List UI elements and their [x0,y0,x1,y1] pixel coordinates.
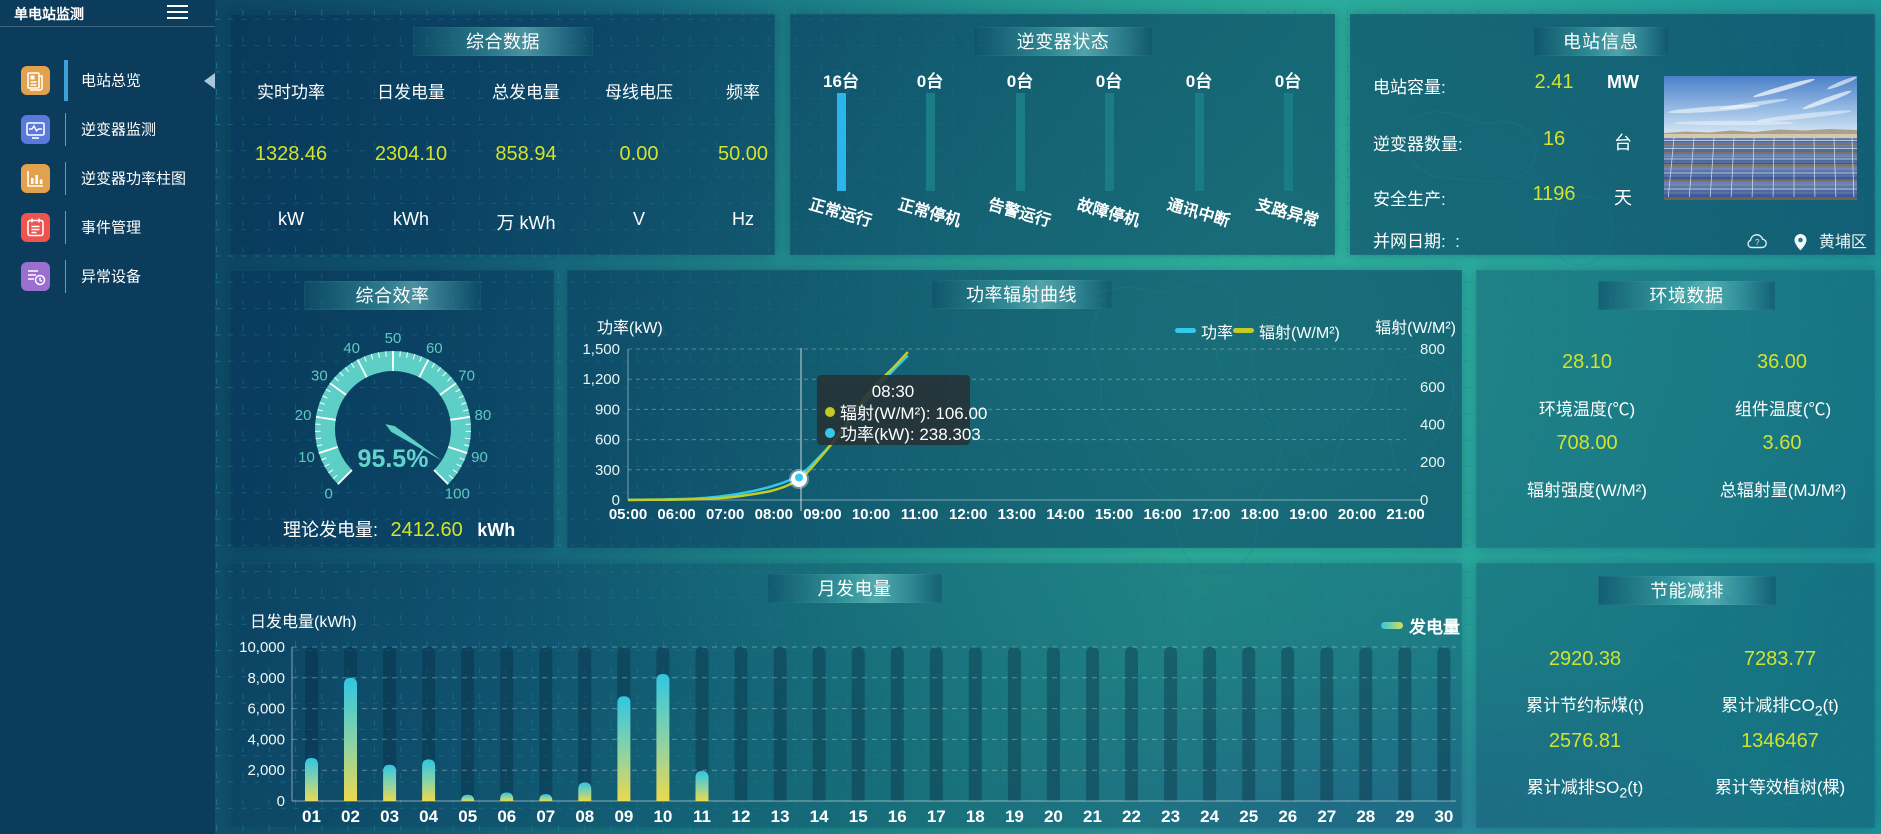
svg-text:14: 14 [810,807,829,826]
svg-text:6,000: 6,000 [247,701,285,718]
svg-text:19:00: 19:00 [1289,506,1327,523]
svg-text:08:00: 08:00 [755,506,793,523]
svg-text:26: 26 [1278,807,1297,826]
svg-text:13:00: 13:00 [998,506,1036,523]
svg-text:19: 19 [1005,807,1024,826]
svg-text:06:00: 06:00 [657,506,695,523]
svg-text:16:00: 16:00 [1143,506,1181,523]
svg-text:10: 10 [653,807,672,826]
svg-text:功率(kW): 功率(kW) [597,319,663,337]
svg-text:09:00: 09:00 [803,506,841,523]
svg-text:10: 10 [298,449,315,466]
svg-text:0: 0 [325,485,333,502]
svg-text:12:00: 12:00 [949,506,987,523]
svg-text:0: 0 [277,793,285,810]
svg-text:05: 05 [458,807,477,826]
svg-text:29: 29 [1395,807,1414,826]
svg-text:12: 12 [732,807,751,826]
svg-text:200: 200 [1420,454,1445,471]
svg-text:21:00: 21:00 [1386,506,1424,523]
svg-text:11:00: 11:00 [901,506,939,523]
svg-text:60: 60 [426,340,443,357]
svg-text:10,000: 10,000 [239,639,285,656]
svg-text:0: 0 [1420,492,1428,509]
svg-text:40: 40 [343,340,360,357]
svg-text:20: 20 [295,407,312,424]
svg-text:14:00: 14:00 [1046,506,1084,523]
svg-text:08:30: 08:30 [872,382,915,401]
svg-text:95.5%: 95.5% [358,445,429,473]
svg-text:30: 30 [311,368,328,385]
svg-text:4,000: 4,000 [247,731,285,748]
svg-text:50: 50 [385,330,402,347]
svg-text:辐射(W/M²): 辐射(W/M²) [1259,324,1340,342]
svg-text:02: 02 [341,807,360,826]
svg-text:20:00: 20:00 [1338,506,1376,523]
svg-text:0: 0 [612,492,620,509]
svg-text:09: 09 [614,807,633,826]
svg-text:10:00: 10:00 [852,506,890,523]
svg-text:辐射(W/M²): 106.00: 辐射(W/M²): 106.00 [840,404,987,423]
svg-text:900: 900 [595,401,620,418]
svg-text:功率(kW): 238.303: 功率(kW): 238.303 [840,425,981,444]
svg-text:22: 22 [1122,807,1141,826]
svg-text:28: 28 [1356,807,1375,826]
svg-text:?: ? [1755,238,1760,247]
svg-text:400: 400 [1420,417,1445,434]
svg-text:发电量: 发电量 [1408,617,1460,637]
svg-text:600: 600 [1420,379,1445,396]
svg-text:600: 600 [595,432,620,449]
svg-text:300: 300 [595,462,620,479]
svg-text:13: 13 [771,807,790,826]
svg-text:08: 08 [575,807,594,826]
svg-text:30: 30 [1434,807,1453,826]
svg-text:1,500: 1,500 [582,341,620,358]
svg-text:18:00: 18:00 [1241,506,1279,523]
svg-text:100: 100 [445,485,470,502]
svg-text:17: 17 [927,807,946,826]
svg-text:17:00: 17:00 [1192,506,1230,523]
svg-text:800: 800 [1420,341,1445,358]
svg-text:27: 27 [1317,807,1336,826]
svg-text:1,200: 1,200 [582,371,620,388]
svg-text:辐射(W/M²): 辐射(W/M²) [1375,319,1456,337]
svg-text:18: 18 [966,807,985,826]
svg-text:23: 23 [1161,807,1180,826]
svg-text:2,000: 2,000 [247,762,285,779]
svg-text:16: 16 [888,807,907,826]
svg-text:11: 11 [693,807,711,826]
svg-text:8,000: 8,000 [247,670,285,687]
svg-text:80: 80 [475,407,492,424]
svg-text:24: 24 [1200,807,1219,826]
svg-text:05:00: 05:00 [609,506,647,523]
svg-text:25: 25 [1239,807,1258,826]
svg-text:20: 20 [1044,807,1063,826]
svg-text:70: 70 [458,368,475,385]
svg-text:01: 01 [302,807,321,826]
svg-text:功率: 功率 [1201,324,1233,342]
svg-text:06: 06 [497,807,516,826]
svg-text:日发电量(kWh): 日发电量(kWh) [250,613,357,631]
svg-text:03: 03 [380,807,399,826]
svg-text:15:00: 15:00 [1095,506,1133,523]
svg-text:07: 07 [536,807,555,826]
svg-text:04: 04 [419,807,438,826]
svg-text:15: 15 [849,807,868,826]
svg-text:07:00: 07:00 [706,506,744,523]
svg-text:90: 90 [471,449,488,466]
svg-text:21: 21 [1083,807,1102,826]
